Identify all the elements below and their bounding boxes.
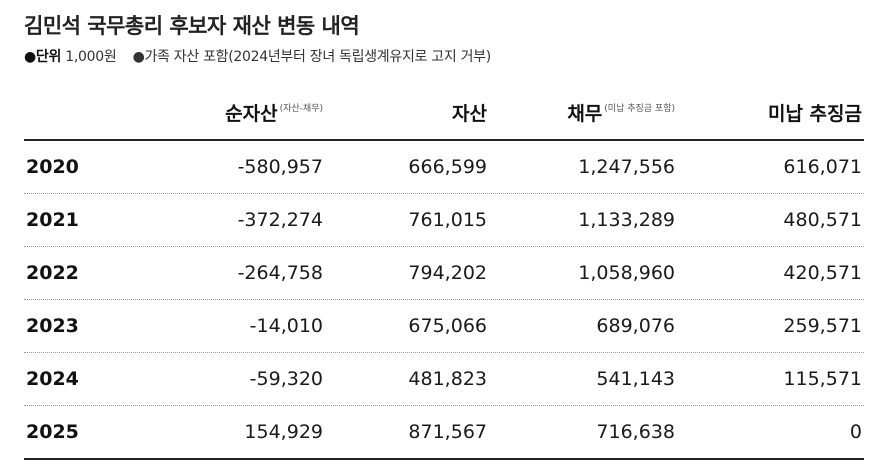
cell-assets: 871,567 <box>408 421 487 443</box>
cell-unpaid-penalty: 420,571 <box>783 262 862 284</box>
table-body: 2020 -580,957 666,599 1,247,556 616,071 2021 -… <box>24 141 864 460</box>
cell-unpaid-penalty: 480,571 <box>783 209 862 231</box>
cell-year: 2020 <box>26 156 79 178</box>
header-unpaid-penalty: 미납 추징금 <box>767 103 862 125</box>
cell-unpaid-penalty: 616,071 <box>783 156 862 178</box>
header-debt: 채무 (미납 추징금 포함) <box>567 86 675 139</box>
cell-net-assets: 154,929 <box>244 421 323 443</box>
asset-table: 순자산 (자산-채무) 자산 채무 (미납 추징금 포함) 미납 추징금 2020 -… <box>24 86 864 460</box>
unit-label: ●단위 <box>24 49 62 65</box>
header-debt-label: 채무 <box>567 103 603 125</box>
cell-net-assets: -59,320 <box>249 368 323 390</box>
table-row: 2022 -264,758 794,202 1,058,960 420,571 <box>24 247 864 300</box>
table-row: 2023 -14,010 675,066 689,076 259,571 <box>24 300 864 353</box>
cell-debt: 716,638 <box>596 421 675 443</box>
unit-value: 1,000원 <box>65 49 117 65</box>
cell-debt: 1,133,289 <box>578 209 675 231</box>
cell-assets: 794,202 <box>408 262 487 284</box>
table-row: 2024 -59,320 481,823 541,143 115,571 <box>24 353 864 406</box>
cell-year: 2024 <box>26 368 79 390</box>
cell-debt: 1,058,960 <box>578 262 675 284</box>
table-header-row: 순자산 (자산-채무) 자산 채무 (미납 추징금 포함) 미납 추징금 <box>24 86 864 141</box>
cell-assets: 481,823 <box>408 368 487 390</box>
header-net-assets-sub: (자산-채무) <box>279 104 323 114</box>
unit-note: ●단위 1,000원 <box>24 49 117 65</box>
table-row: 2025 154,929 871,567 716,638 0 <box>24 406 864 460</box>
header-debt-sub: (미납 추징금 포함) <box>604 104 675 114</box>
cell-net-assets: -14,010 <box>249 315 323 337</box>
cell-year: 2023 <box>26 315 79 337</box>
family-note: ●가족 자산 포함(2024년부터 장녀 독립생계유지로 고지 거부) <box>132 49 492 65</box>
cell-year: 2022 <box>26 262 79 284</box>
cell-year: 2021 <box>26 209 79 231</box>
cell-unpaid-penalty: 115,571 <box>783 368 862 390</box>
cell-net-assets: -264,758 <box>237 262 323 284</box>
cell-unpaid-penalty: 259,571 <box>783 315 862 337</box>
cell-debt: 1,247,556 <box>578 156 675 178</box>
cell-assets: 666,599 <box>408 156 487 178</box>
cell-assets: 761,015 <box>408 209 487 231</box>
table-row: 2020 -580,957 666,599 1,247,556 616,071 <box>24 141 864 194</box>
header-net-assets-label: 순자산 <box>225 103 278 125</box>
cell-debt: 689,076 <box>596 315 675 337</box>
page-title: 김민석 국무총리 후보자 재산 변동 내역 <box>24 14 360 38</box>
cell-unpaid-penalty: 0 <box>849 421 862 443</box>
cell-debt: 541,143 <box>596 368 675 390</box>
cell-assets: 675,066 <box>408 315 487 337</box>
table-row: 2021 -372,274 761,015 1,133,289 480,571 <box>24 194 864 247</box>
cell-year: 2025 <box>26 421 79 443</box>
cell-net-assets: -372,274 <box>237 209 323 231</box>
cell-net-assets: -580,957 <box>237 156 323 178</box>
header-assets: 자산 <box>452 103 487 125</box>
header-net-assets: 순자산 (자산-채무) <box>225 86 323 139</box>
notes: ●단위 1,000원 ●가족 자산 포함(2024년부터 장녀 독립생계유지로 … <box>24 46 503 66</box>
